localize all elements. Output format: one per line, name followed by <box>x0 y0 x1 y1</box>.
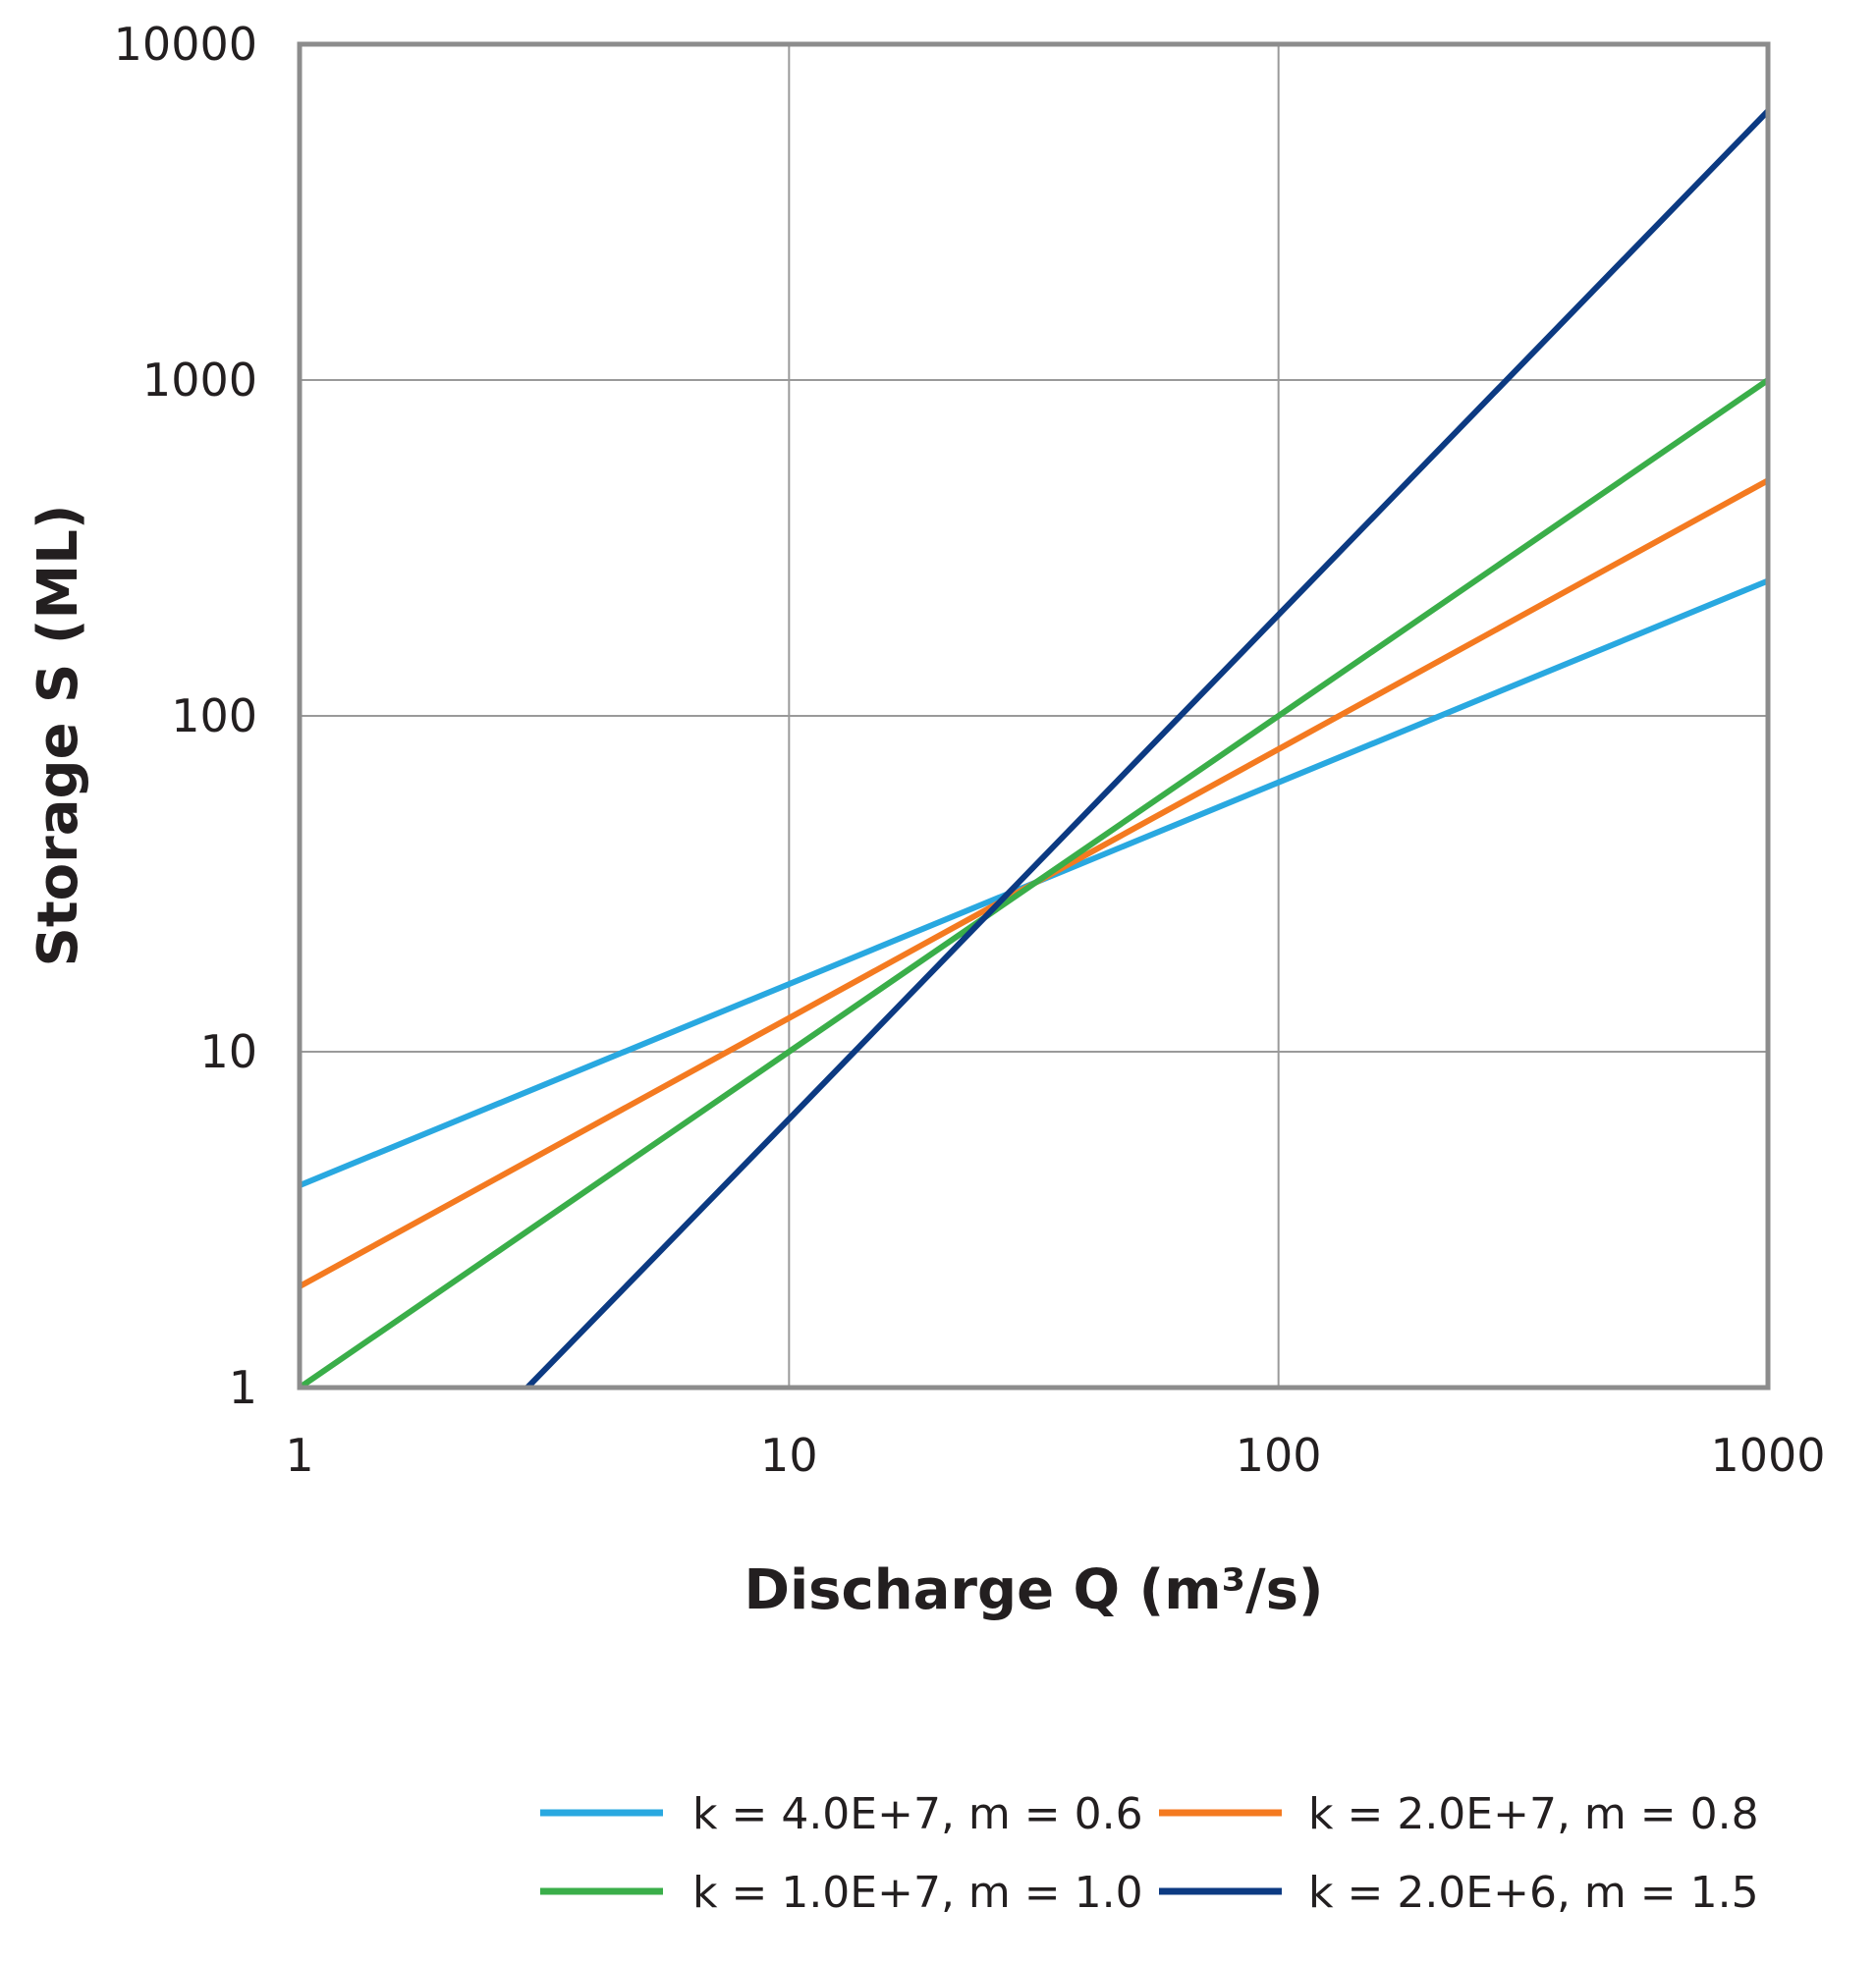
series-line-4 <box>524 108 1771 1391</box>
x-tick-label: 1 <box>285 1429 313 1482</box>
x-tick-label: 1000 <box>1710 1429 1825 1482</box>
y-tick-label: 10000 <box>114 18 257 71</box>
y-tick-label: 10 <box>199 1025 257 1078</box>
x-axis-title: Discharge Q (m³/s) <box>745 1558 1324 1622</box>
x-tick-label: 10 <box>760 1429 818 1482</box>
y-tick-label: 100 <box>171 689 257 742</box>
y-tick-label: 1000 <box>142 354 257 407</box>
series-lines <box>298 108 1771 1391</box>
x-tick-label: 100 <box>1236 1429 1322 1482</box>
legend: k = 4.0E+7, m = 0.6 k = 2.0E+7, m = 0.8 k … <box>540 1789 1759 1918</box>
legend-label-4: k = 2.0E+6, m = 1.5 <box>1308 1868 1759 1918</box>
legend-label-1: k = 4.0E+7, m = 0.6 <box>692 1789 1143 1839</box>
y-tick-label: 1 <box>229 1361 257 1414</box>
legend-label-3: k = 1.0E+7, m = 1.0 <box>692 1868 1143 1918</box>
tick-labels: 1 10 100 1000 1 10 100 1000 10000 <box>114 18 1826 1482</box>
legend-label-2: k = 2.0E+7, m = 0.8 <box>1308 1789 1759 1839</box>
series-line-3 <box>298 377 1770 1391</box>
plot-frame <box>297 41 1771 1391</box>
y-axis-title: Storage S (ML) <box>27 505 90 967</box>
grid-lines <box>299 43 1769 1389</box>
